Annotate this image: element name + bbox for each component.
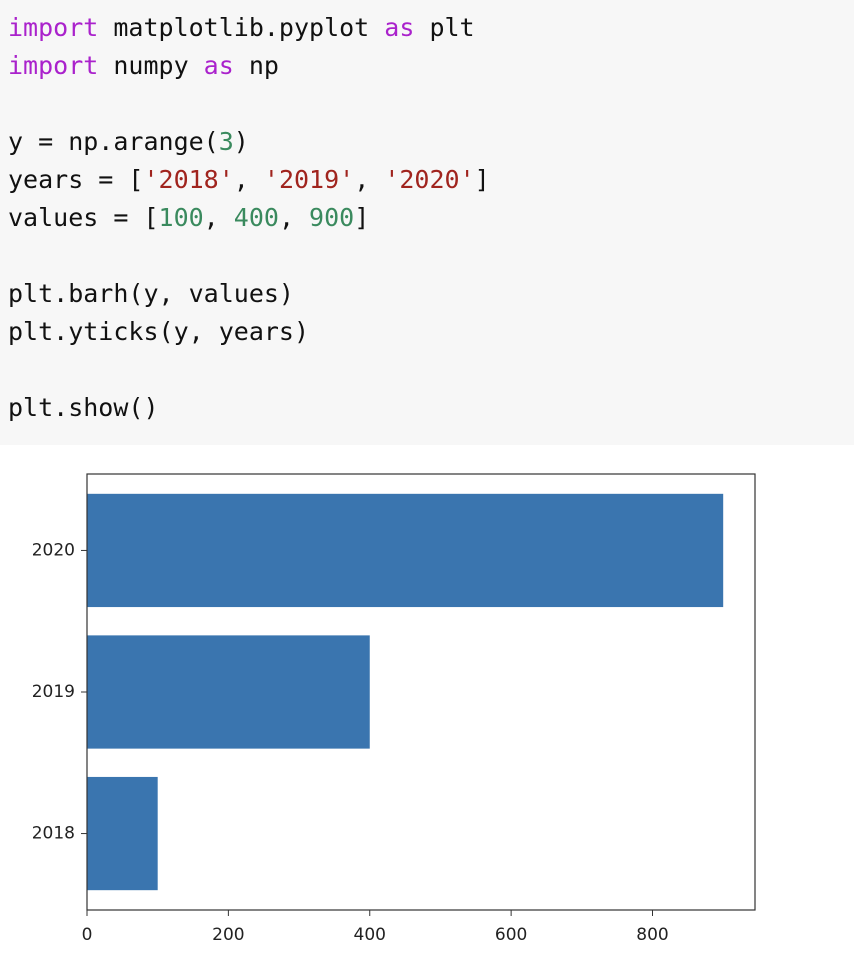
code-text: , <box>203 203 234 232</box>
axes-frame <box>86 473 756 911</box>
number: 100 <box>158 203 204 232</box>
keyword: import <box>8 51 99 80</box>
x-tick-label: 600 <box>495 925 527 945</box>
bar <box>87 635 370 749</box>
code-text: values = [ <box>8 203 159 232</box>
x-tick-label: 800 <box>636 925 668 945</box>
code-line: import numpy as np <box>8 51 279 81</box>
chart: 2018 2019 2020 0 200 400 600 800 <box>32 473 756 945</box>
code-text: ] <box>354 203 370 232</box>
y-tick-label: 2020 <box>32 540 75 560</box>
code-text: y = np.arange( <box>8 127 219 156</box>
code-text: plt <box>414 13 475 42</box>
code-text: np <box>233 51 279 80</box>
x-tick-label: 0 <box>82 925 93 945</box>
string: '2018' <box>143 165 234 194</box>
y-tick-label: 2019 <box>32 682 75 702</box>
code-line: plt.barh(y, values) <box>8 279 294 309</box>
code-line: y = np.arange(3) <box>8 127 249 157</box>
code-cell: import matplotlib.pyplot as plt import n… <box>0 0 854 445</box>
bar <box>87 493 724 608</box>
keyword: as <box>384 13 415 42</box>
code-text: , <box>233 165 264 194</box>
code-text: matplotlib.pyplot <box>98 13 385 42</box>
code-text: numpy <box>98 51 204 80</box>
code-text: , <box>354 165 385 194</box>
code-line: plt.yticks(y, years) <box>8 317 309 347</box>
code-line: import matplotlib.pyplot as plt <box>8 13 475 43</box>
bar <box>87 776 158 891</box>
keyword: import <box>8 13 99 42</box>
code-line: values = [100, 400, 900] <box>8 203 369 233</box>
string: '2020' <box>384 165 475 194</box>
code-text: years = [ <box>8 165 144 194</box>
code-text: ) <box>233 127 249 156</box>
x-tick-label: 200 <box>212 925 244 945</box>
number: 400 <box>233 203 279 232</box>
x-tick-label: 400 <box>354 925 386 945</box>
code-line: years = ['2018', '2019', '2020'] <box>8 165 490 195</box>
code-text: plt.show() <box>8 393 159 422</box>
code-line: plt.show() <box>8 393 159 423</box>
string: '2019' <box>263 165 355 194</box>
number: 3 <box>218 127 234 156</box>
code-text: plt.yticks(y, years) <box>8 317 310 346</box>
number: 900 <box>309 203 355 232</box>
code-text: plt.barh(y, values) <box>8 279 294 308</box>
code-text: , <box>278 203 310 232</box>
code-text: ] <box>474 165 490 194</box>
keyword: as <box>203 51 234 80</box>
y-tick-label: 2018 <box>32 824 75 844</box>
